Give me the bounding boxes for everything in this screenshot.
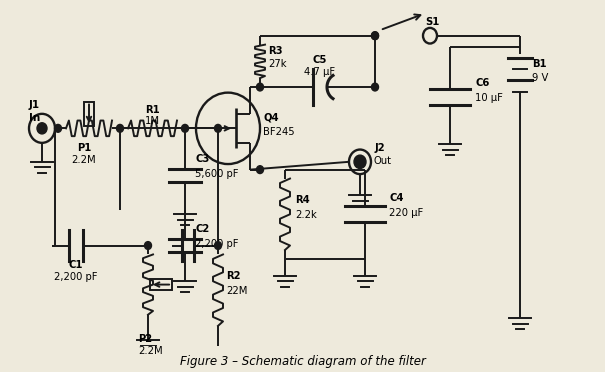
Text: C6: C6 <box>475 78 489 88</box>
Text: 9 V: 9 V <box>532 73 548 83</box>
Circle shape <box>145 242 151 250</box>
Text: C1: C1 <box>69 260 83 270</box>
Text: 5,600 pF: 5,600 pF <box>195 169 238 179</box>
Text: 2.2M: 2.2M <box>71 155 96 165</box>
Circle shape <box>354 155 366 169</box>
Text: 2.2M: 2.2M <box>138 346 163 356</box>
Text: R1: R1 <box>145 105 160 115</box>
Text: S1: S1 <box>425 17 439 27</box>
Text: 22M: 22M <box>226 286 247 296</box>
Text: 10 μF: 10 μF <box>475 93 503 103</box>
Bar <box>84 102 94 126</box>
Text: C5: C5 <box>313 55 327 65</box>
Text: 2.2k: 2.2k <box>295 210 317 220</box>
Text: J2: J2 <box>374 143 385 153</box>
Text: P2: P2 <box>138 334 152 344</box>
Text: Q4: Q4 <box>263 113 279 123</box>
Text: C3: C3 <box>195 154 209 164</box>
Text: R2: R2 <box>226 271 241 281</box>
Circle shape <box>37 123 47 134</box>
Text: P1: P1 <box>77 143 91 153</box>
Circle shape <box>371 32 379 39</box>
Text: C4: C4 <box>389 193 404 203</box>
Bar <box>150 279 172 290</box>
Circle shape <box>371 32 379 39</box>
Circle shape <box>371 83 379 91</box>
Text: R4: R4 <box>295 195 310 205</box>
Text: 1M: 1M <box>145 116 160 126</box>
Circle shape <box>257 83 264 91</box>
Text: B1: B1 <box>532 59 547 69</box>
Text: Figure 3 – Schematic diagram of the filter: Figure 3 – Schematic diagram of the filt… <box>180 355 425 368</box>
Text: 220 μF: 220 μF <box>389 208 423 218</box>
Circle shape <box>117 124 123 132</box>
Circle shape <box>215 124 221 132</box>
Circle shape <box>257 166 264 173</box>
Text: Out: Out <box>374 156 392 166</box>
Circle shape <box>215 242 221 250</box>
Circle shape <box>182 124 189 132</box>
Text: 2,200 pF: 2,200 pF <box>195 239 238 249</box>
Text: 27k: 27k <box>268 59 287 69</box>
Text: C2: C2 <box>195 224 209 234</box>
Text: J1: J1 <box>29 100 40 110</box>
Text: 4.7 μF: 4.7 μF <box>304 67 336 77</box>
Text: BF245: BF245 <box>263 127 295 137</box>
Circle shape <box>54 124 62 132</box>
Text: 2,200 pF: 2,200 pF <box>54 272 98 282</box>
Text: In: In <box>29 113 41 123</box>
Text: R3: R3 <box>268 46 283 56</box>
